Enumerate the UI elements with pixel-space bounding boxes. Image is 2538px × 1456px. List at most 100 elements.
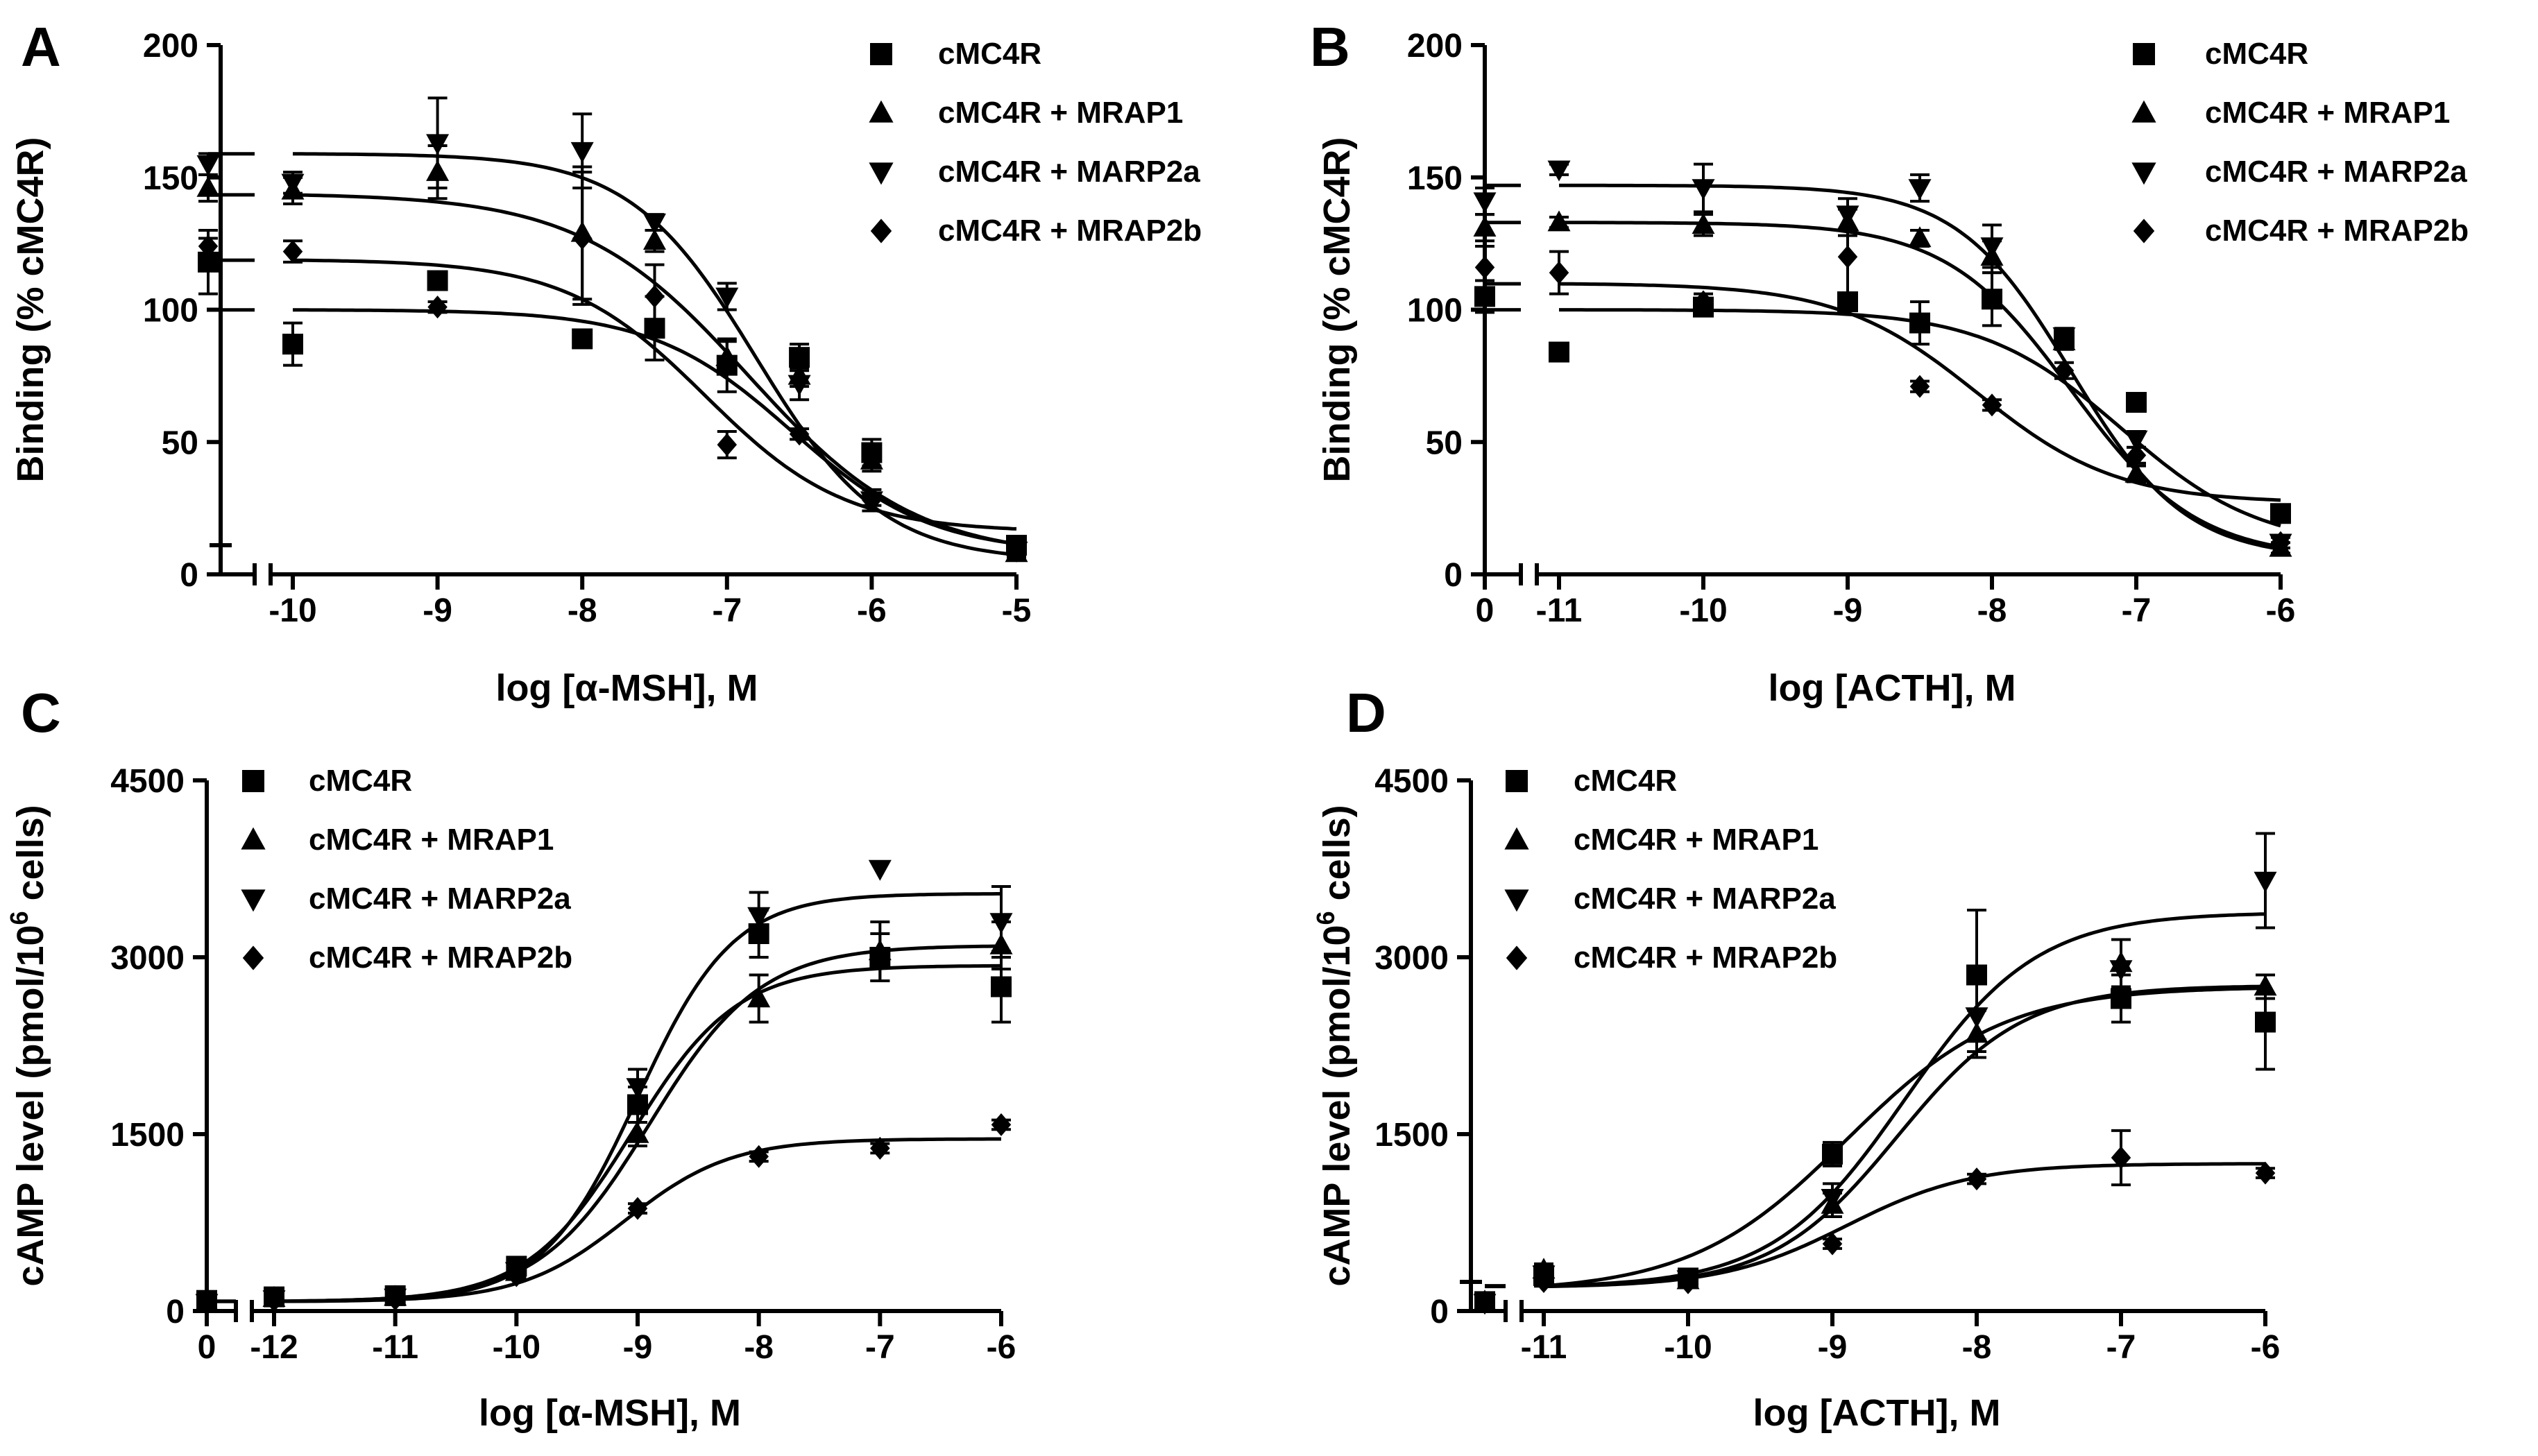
y-tick-label: 100 bbox=[143, 293, 198, 329]
data-point-triangle-up bbox=[643, 229, 666, 250]
legend: cMC4R cMC4R + MRAP1 cMC4R + MARP2a cMC4R + … bbox=[1504, 764, 1837, 975]
data-point-triangle-down bbox=[1473, 192, 1497, 214]
legend-marker-triangle-down bbox=[241, 889, 266, 912]
data-point-triangle-up bbox=[1908, 226, 1932, 248]
data-point-diamond bbox=[385, 1287, 405, 1311]
data-point-triangle-down bbox=[1821, 1189, 1844, 1210]
data-point-square bbox=[991, 976, 1012, 997]
fit-curve-square bbox=[1543, 986, 2266, 1288]
legend-label: cMC4R bbox=[938, 37, 1041, 71]
data-point-triangle-down bbox=[426, 134, 450, 155]
y-tick-label: 0 bbox=[1444, 557, 1463, 594]
fit-curve-diamond bbox=[1543, 1162, 2265, 1289]
x-tick-label: -5 bbox=[1002, 592, 1032, 629]
y-tick-label: 0 bbox=[180, 557, 198, 594]
legend-marker-triangle-up bbox=[2131, 100, 2156, 123]
data-point-triangle-up bbox=[868, 939, 892, 961]
data-point-diamond bbox=[572, 226, 593, 250]
x-tick-label: -11 bbox=[1521, 1329, 1567, 1366]
legend-marker-triangle-up bbox=[1504, 827, 1529, 850]
data-point-triangle-down bbox=[787, 375, 811, 396]
y-axis-label: Binding (% cMC4R) bbox=[10, 137, 51, 483]
panel-letter: B bbox=[1310, 16, 1350, 78]
x-tick-label: -7 bbox=[712, 592, 742, 629]
data-point-triangle-down bbox=[1980, 237, 2004, 259]
data-point-square bbox=[1822, 1143, 1843, 1165]
legend-marker-square bbox=[1506, 770, 1528, 792]
data-point-square bbox=[1909, 312, 1930, 334]
y-tick-label: 0 bbox=[1430, 1294, 1449, 1330]
x-tick-label: -11 bbox=[372, 1329, 418, 1366]
x-tick-label: -9 bbox=[1833, 592, 1863, 629]
y-tick-label: 50 bbox=[162, 425, 198, 461]
y-axis-label-superscript: 6 bbox=[5, 911, 33, 925]
data-point-diamond bbox=[1693, 290, 1714, 314]
data-point-square bbox=[2270, 503, 2291, 524]
data-point-diamond bbox=[1474, 1291, 1495, 1314]
data-point-triangle-down bbox=[281, 173, 305, 195]
data-point-triangle-up bbox=[2254, 975, 2277, 996]
y-axis-label-superscript: 6 bbox=[1311, 911, 1340, 925]
data-point-diamond bbox=[749, 1145, 769, 1168]
x-tick-label: -8 bbox=[744, 1329, 774, 1366]
legend: cMC4R cMC4R + MRAP1 cMC4R + MARP2a cMC4R + … bbox=[241, 764, 572, 975]
x-tick-label: -6 bbox=[987, 1329, 1016, 1366]
legend-label: cMC4R + MRAP2b bbox=[2205, 214, 2469, 248]
data-point-diamond bbox=[1837, 245, 1858, 268]
data-point-triangle-down bbox=[2052, 327, 2076, 348]
y-tick-label: 150 bbox=[1407, 160, 1463, 197]
legend-label: cMC4R + MRAP1 bbox=[938, 96, 1183, 130]
data-point-triangle-down bbox=[747, 907, 771, 928]
data-point-triangle-up bbox=[1473, 215, 1497, 237]
chart-panel-c: C 0 1500 3000 4500 0 -12 -11 -10 -9 -8 -7 -6 log [α-M… bbox=[5, 682, 1016, 1434]
x-tick-label: -8 bbox=[1977, 592, 2007, 629]
data-point-diamond bbox=[2255, 1161, 2276, 1185]
data-point-triangle-up bbox=[1692, 213, 1715, 234]
x-tick-label: -9 bbox=[423, 592, 452, 629]
x-tick-label: -7 bbox=[2122, 592, 2152, 629]
x-axis-label: log [ACTH], M bbox=[1753, 1392, 2001, 1434]
data-point-square bbox=[1549, 341, 1569, 363]
legend-marker-square bbox=[242, 770, 264, 792]
x-tick-label: -10 bbox=[269, 592, 316, 629]
data-point-diamond bbox=[2126, 443, 2147, 467]
legend-marker-triangle-up bbox=[241, 827, 266, 850]
y-tick-label: 3000 bbox=[110, 940, 185, 977]
x-tick-label: -6 bbox=[2266, 592, 2296, 629]
panel-letter: C bbox=[21, 682, 61, 744]
data-point-diamond bbox=[1982, 393, 2002, 417]
legend-label: cMC4R + MRAP2b bbox=[309, 941, 572, 975]
data-point-diamond bbox=[2054, 359, 2075, 382]
fit-curve-triangle-down bbox=[1559, 183, 2281, 551]
data-point-diamond bbox=[1822, 1232, 1843, 1256]
data-point-triangle-down bbox=[715, 287, 739, 309]
data-point-square bbox=[2126, 392, 2147, 413]
legend: cMC4R cMC4R + MRAP1 cMC4R + MARP2a cMC4R + … bbox=[2131, 37, 2469, 248]
x-axis-label: log [α-MSH], M bbox=[479, 1392, 741, 1434]
data-point-triangle-up bbox=[747, 986, 771, 1008]
data-point-diamond bbox=[1678, 1271, 1698, 1294]
data-point-triangle-down bbox=[989, 913, 1013, 934]
x-tick-label: -10 bbox=[493, 1329, 540, 1366]
chart-panel-d: D 0 1500 3000 4500 -11 -10 -9 -8 -7 -6 log [ACTH], … bbox=[1311, 682, 2280, 1434]
data-point-diamond bbox=[789, 422, 810, 446]
data-point-diamond bbox=[282, 240, 303, 264]
legend-label: cMC4R + MRAP2b bbox=[938, 214, 1202, 248]
x-tick-label: -8 bbox=[568, 592, 597, 629]
legend-marker-square bbox=[870, 43, 892, 65]
data-point-triangle-up bbox=[860, 448, 883, 470]
y-axis-label: Binding (% cMC4R) bbox=[1316, 137, 1358, 483]
chart-panel-b: B 0 50 100 150 200 0 -11 -10 -9 -8 -7 -6 log [ACTH], … bbox=[1310, 16, 2469, 709]
y-tick-label: 1500 bbox=[110, 1117, 185, 1154]
data-point-triangle-down bbox=[2109, 960, 2133, 982]
data-point-triangle-up bbox=[2124, 461, 2148, 483]
legend-label: cMC4R bbox=[1574, 764, 1677, 798]
x-tick-label: -9 bbox=[1818, 1329, 1848, 1366]
x-tick-label: -7 bbox=[2106, 1329, 2136, 1366]
data-point-diamond bbox=[1966, 1167, 1987, 1191]
data-point-triangle-down bbox=[643, 213, 666, 234]
y-tick-label: 150 bbox=[143, 160, 198, 197]
y-tick-label: 3000 bbox=[1374, 940, 1449, 977]
data-point-triangle-up bbox=[196, 175, 220, 197]
data-point-diamond bbox=[1006, 536, 1027, 560]
